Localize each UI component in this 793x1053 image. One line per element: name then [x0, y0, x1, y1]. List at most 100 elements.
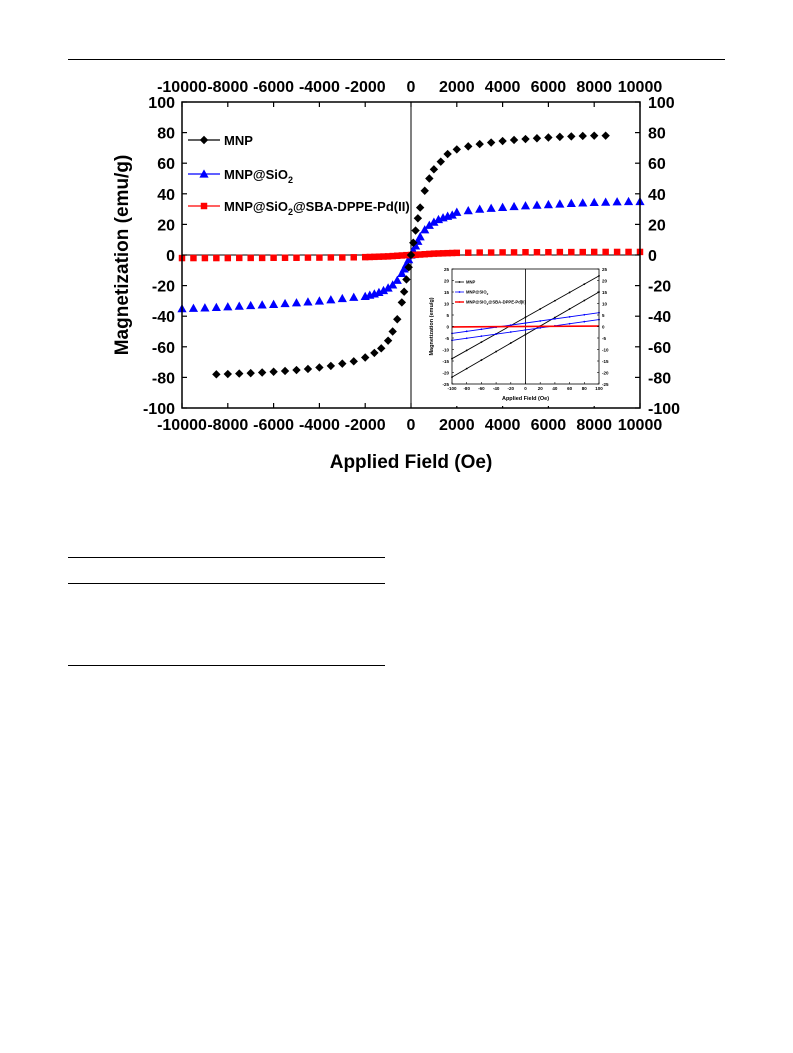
inset-y-tick-label-right: -20: [602, 370, 609, 375]
data-point: [429, 217, 439, 226]
inset-y-tick-label: 5: [446, 313, 449, 318]
data-point: [568, 248, 575, 256]
inset-x-tick-label: -20: [508, 386, 515, 391]
data-point: [426, 250, 433, 258]
inset-legend-label: MNP@SiO2: [466, 290, 489, 296]
data-point: [623, 196, 634, 206]
data-point: [349, 292, 359, 301]
data-point: [415, 203, 425, 212]
inset-y-tick-label-right: 0: [602, 324, 605, 329]
y-tick-label-right: -40: [648, 309, 671, 326]
data-point: [578, 198, 588, 207]
data-point: [397, 298, 407, 307]
legend-label: MNP@SiO2: [224, 167, 293, 185]
data-point: [304, 254, 312, 261]
data-point: [291, 298, 302, 307]
inset-x-axis-title: Applied Field (Oe): [502, 396, 549, 402]
data-point: [270, 254, 277, 261]
x-tick-label-top: 4000: [485, 79, 521, 96]
data-point: [389, 252, 396, 260]
data-point: [421, 251, 428, 258]
data-point: [392, 275, 402, 284]
data-point: [416, 251, 424, 258]
data-point: [269, 299, 279, 308]
separator-rule: [68, 665, 385, 666]
data-point: [601, 197, 611, 206]
data-point: [213, 254, 220, 262]
data-point: [601, 131, 610, 140]
page-header-rule: [68, 59, 725, 60]
x-tick-label: -10000: [157, 417, 207, 434]
x-tick-label-top: -2000: [345, 79, 386, 96]
data-point: [510, 249, 518, 256]
inset-legend-marker: [458, 291, 461, 293]
inset-y-tick-label: 25: [444, 267, 450, 272]
data-point: [555, 132, 565, 142]
y-tick-label: 60: [157, 156, 175, 173]
inset-data-point: [495, 333, 497, 335]
data-point: [257, 300, 267, 309]
inset-y-tick-label-right: -5: [602, 336, 606, 341]
data-point: [499, 249, 506, 256]
data-point: [498, 202, 508, 211]
data-point: [567, 132, 576, 141]
y-tick-label-right: 80: [648, 126, 666, 143]
y-tick-label: 40: [157, 187, 175, 204]
x-tick-label-top: -10000: [157, 79, 207, 96]
data-point: [371, 253, 378, 261]
data-point: [453, 249, 461, 257]
inset-data-point: [465, 337, 468, 340]
y-tick-label-right: -60: [648, 340, 671, 357]
inset-y-tick-label-right: 25: [602, 267, 608, 272]
data-point: [625, 248, 632, 256]
data-point: [398, 252, 406, 259]
data-point: [223, 369, 232, 379]
data-point: [314, 296, 324, 305]
inset-x-tick-label: 60: [567, 386, 573, 391]
data-point: [412, 251, 419, 259]
x-tick-label: 10000: [618, 417, 663, 434]
data-point: [425, 174, 434, 183]
inset-y-tick-label-right: -15: [602, 359, 609, 364]
data-point: [435, 250, 442, 257]
inset-data-point: [554, 299, 556, 302]
y-tick-label: 80: [157, 126, 175, 143]
inset-y-tick-label: -15: [442, 359, 449, 364]
data-point: [326, 361, 336, 371]
data-point: [487, 249, 495, 256]
y-tick-label: -60: [152, 340, 175, 357]
x-tick-label-top: -4000: [299, 79, 340, 96]
x-tick-label: -2000: [345, 417, 386, 434]
inset-x-tick-label: -80: [463, 386, 470, 391]
inset-y-tick-label: 0: [446, 324, 449, 329]
inset-data-point: [568, 322, 571, 325]
inset-data-point: [583, 283, 586, 286]
x-tick-label-top: 6000: [531, 79, 567, 96]
inset-data-point: [509, 331, 512, 333]
data-point: [424, 220, 434, 229]
y-tick-label: 20: [157, 217, 175, 234]
data-point: [475, 204, 485, 213]
inset-data-point: [568, 291, 571, 294]
inset-data-point: [480, 359, 483, 361]
data-point: [543, 199, 553, 209]
inset-x-tick-label: -60: [478, 386, 485, 391]
data-point: [366, 253, 374, 261]
inset-y-tick-label-right: -10: [602, 347, 609, 352]
inset-y-tick-label-right: -25: [602, 382, 609, 387]
inset-x-tick-label: -40: [493, 386, 500, 391]
data-point: [257, 368, 267, 377]
data-point: [388, 280, 398, 289]
data-point: [443, 149, 452, 159]
inset-legend-marker: [458, 281, 461, 283]
data-point: [247, 254, 254, 262]
data-point: [420, 186, 429, 195]
data-point: [613, 248, 621, 256]
x-tick-label-top: 2000: [439, 79, 475, 96]
x-tick-label: 4000: [485, 417, 521, 434]
inset-x-tick-label: 40: [552, 386, 558, 391]
data-point: [444, 249, 451, 257]
inset-y-tick-label-right: 15: [602, 290, 608, 295]
data-point: [404, 254, 414, 264]
data-point: [509, 201, 519, 211]
